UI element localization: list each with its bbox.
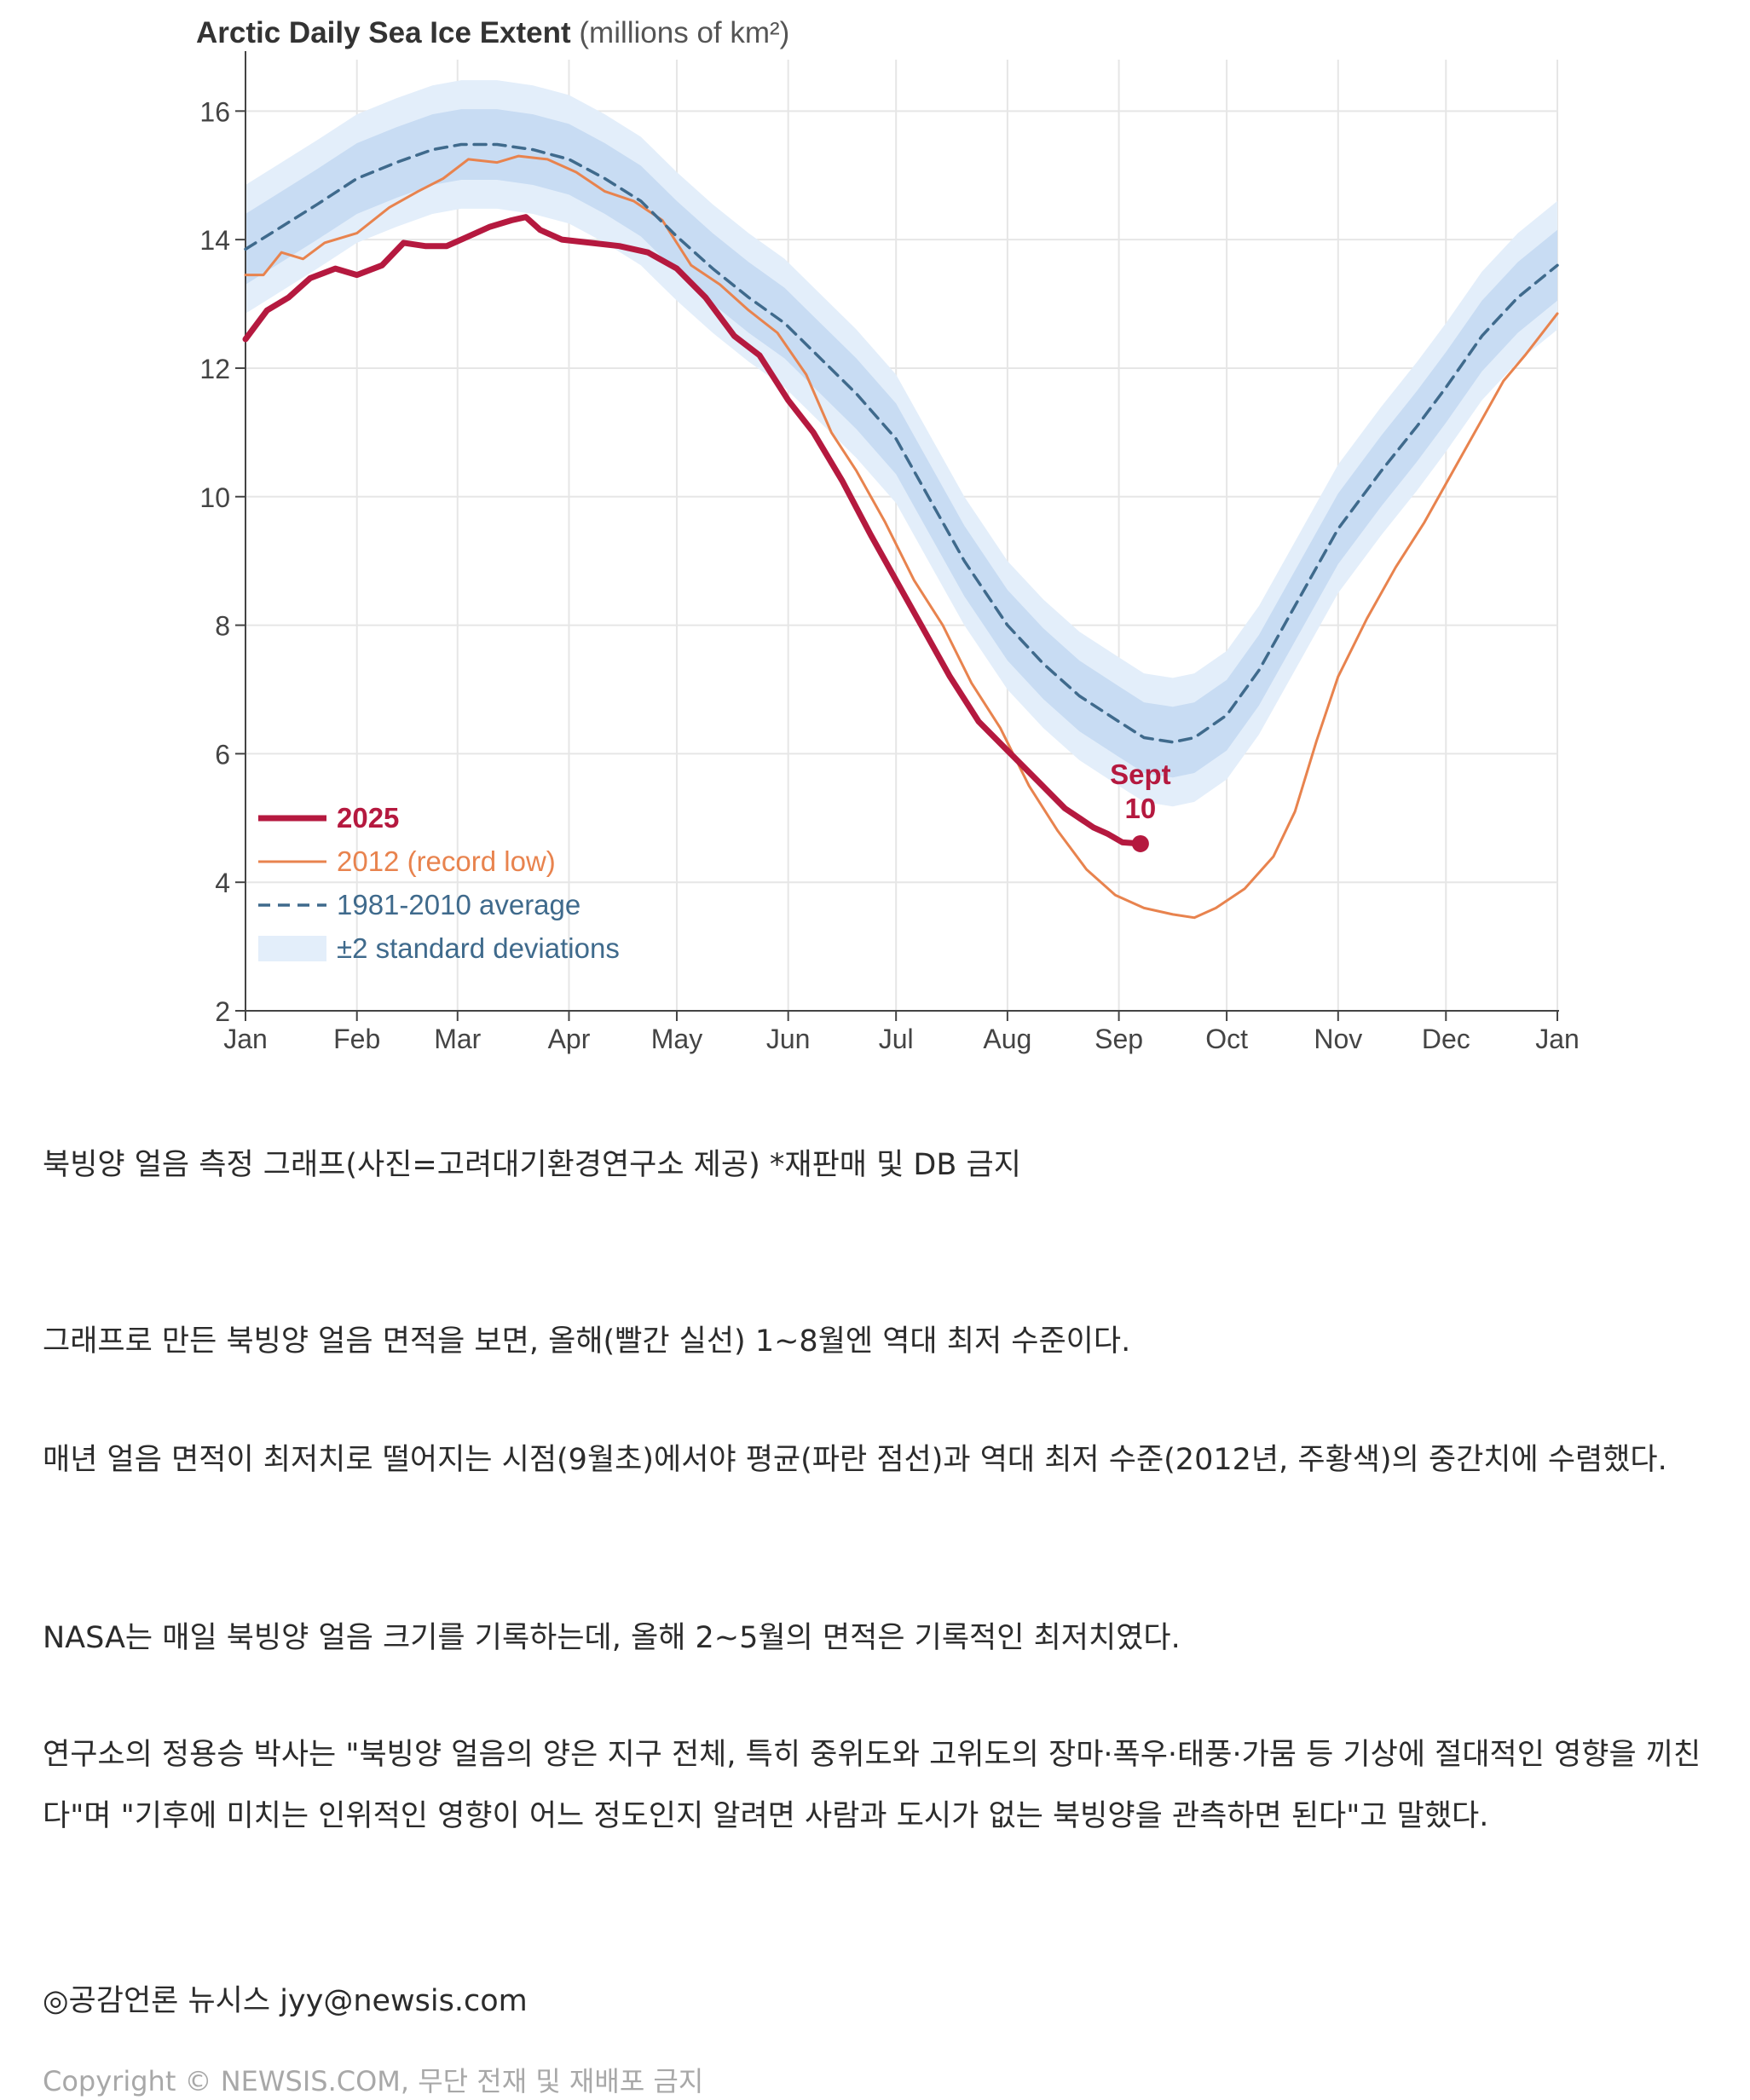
x-tick-label: Apr — [548, 1024, 591, 1054]
x-tick-label: May — [651, 1024, 702, 1054]
x-tick-label: Jan — [1535, 1024, 1580, 1054]
x-tick-label: Jun — [766, 1024, 811, 1054]
series-line-dashed — [244, 142, 1559, 744]
annotation-day: 10 — [1125, 793, 1157, 824]
legend-label-thick: 2025 — [337, 802, 399, 834]
sept-10-marker — [1131, 834, 1149, 852]
legend-label-thin: 2012 (record low) — [337, 845, 556, 877]
x-tick-label: Feb — [333, 1024, 380, 1054]
y-tick-label: 6 — [215, 739, 230, 770]
annotation-sept: Sept — [1110, 759, 1171, 790]
legend-swatch-band — [258, 936, 326, 961]
x-tick-label: Dec — [1422, 1024, 1470, 1054]
x-tick-label: Aug — [983, 1024, 1031, 1054]
x-tick-label: Sep — [1094, 1024, 1143, 1054]
y-tick-label: 12 — [199, 354, 230, 384]
y-tick-label: 4 — [215, 868, 230, 898]
y-tick-label: 2 — [215, 996, 230, 1027]
y-tick-label: 16 — [199, 96, 230, 127]
article-paragraph-1: 그래프로 만든 북빙양 얼음 면적을 보면, 올해(빨간 실선) 1~8월엔 역… — [43, 1324, 1131, 1359]
x-tick-label: Mar — [434, 1024, 481, 1054]
copyright-notice: Copyright © NEWSIS.COM, 무단 전재 및 재배포 금지 — [43, 2065, 704, 2097]
article-paragraph-3: NASA는 매일 북빙양 얼음 크기를 기록하는데, 올해 2~5월의 면적은 … — [43, 1621, 1181, 1655]
legend-label-dashed: 1981-2010 average — [337, 889, 580, 920]
series-line-thin — [244, 154, 1559, 920]
legend-label-band: ±2 standard deviations — [337, 932, 620, 964]
article-paragraph-4: 연구소의 정용승 박사는 "북빙양 얼음의 양은 지구 전체, 특히 중위도와 … — [43, 1738, 1701, 1833]
x-tick-label: Jul — [879, 1024, 914, 1054]
chart-legend: 2025 2012 (record low) 1981-2010 average ±2… — [258, 802, 620, 964]
sea-ice-chart-figure: 2 4 6 8 10 12 14 16 Jan Feb Mar Apr May Jun Jul Aug Sep O… — [170, 0, 1585, 1091]
article-paragraph-2: 매년 얼음 면적이 최저치로 떨어지는 시점(9월초)에서야 평균(파란 점선)… — [43, 1443, 1667, 1477]
chart-title-unit: (millions of km²) — [579, 16, 789, 49]
y-tick-label: 14 — [199, 225, 230, 256]
x-tick-label: Nov — [1314, 1024, 1362, 1054]
series-line-thick — [242, 214, 1144, 847]
chart-title-main: Arctic Daily Sea Ice Extent — [196, 16, 579, 49]
x-tick-label: Oct — [1205, 1024, 1248, 1054]
chart-title: Arctic Daily Sea Ice Extent (millions of… — [196, 16, 789, 49]
y-tick-label: 8 — [215, 611, 230, 642]
y-tick-label: 10 — [199, 482, 230, 513]
x-tick-label: Jan — [223, 1024, 268, 1054]
std-band-inner — [245, 109, 1557, 778]
image-caption: 북빙양 얼음 측정 그래프(사진=고려대기환경연구소 제공) *재판매 및 DB… — [43, 1148, 1021, 1182]
byline[interactable]: ◎공감언론 뉴시스 jyy@newsis.com — [43, 1984, 528, 2018]
sea-ice-chart: 2 4 6 8 10 12 14 16 Jan Feb Mar Apr May Jun Jul Aug Sep O… — [196, 16, 1580, 1054]
